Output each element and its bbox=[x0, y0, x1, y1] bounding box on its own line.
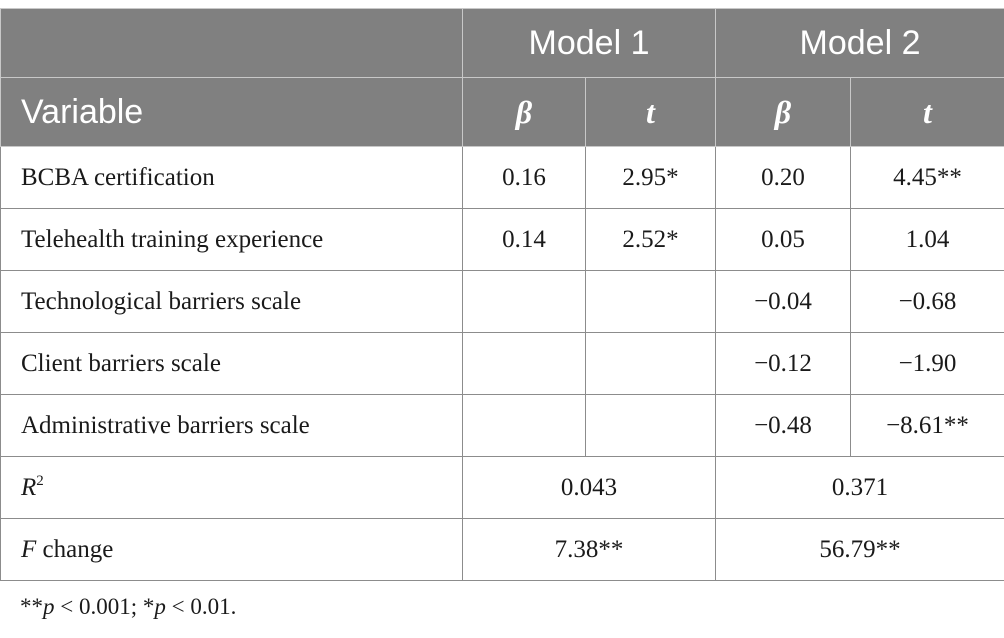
table-footnote: **p < 0.001; *p < 0.01. bbox=[20, 594, 236, 620]
m2-beta-cell: −0.48 bbox=[715, 394, 851, 457]
f-change-text: change bbox=[36, 535, 114, 563]
m2-t-cell: −0.68 bbox=[850, 270, 1004, 333]
r-squared-label: R2 bbox=[0, 456, 463, 519]
m1-beta-cell bbox=[462, 270, 586, 333]
row-label: Client barriers scale bbox=[0, 332, 463, 395]
header-m2-beta: β bbox=[715, 77, 851, 147]
row-label: Technological barriers scale bbox=[0, 270, 463, 333]
table-row: Administrative barriers scale −0.48 −8.6… bbox=[0, 394, 1004, 457]
header-row-models: Model 1 Model 2 bbox=[0, 8, 1004, 78]
m1-t-cell bbox=[585, 332, 716, 395]
header-row-columns: Variable β t β t bbox=[0, 77, 1004, 147]
m2-f-change: 56.79** bbox=[715, 518, 1004, 581]
r-symbol: R bbox=[21, 474, 37, 501]
m1-beta-cell bbox=[462, 332, 586, 395]
row-label: Administrative barriers scale bbox=[0, 394, 463, 457]
m1-beta-cell: 0.16 bbox=[462, 146, 586, 209]
footnote-p1: p bbox=[43, 594, 55, 619]
header-m1-t: t bbox=[585, 77, 716, 147]
footnote-p2: p bbox=[154, 594, 166, 619]
header-m1-beta: β bbox=[462, 77, 586, 147]
m1-t-cell bbox=[585, 394, 716, 457]
footnote-part2: < 0.001; * bbox=[54, 594, 155, 619]
m2-t-cell: 4.45** bbox=[850, 146, 1004, 209]
header-m2-t: t bbox=[850, 77, 1004, 147]
m1-t-cell: 2.95* bbox=[585, 146, 716, 209]
m2-t-cell: 1.04 bbox=[850, 208, 1004, 271]
header-variable: Variable bbox=[0, 77, 463, 147]
header-empty-cell bbox=[0, 8, 463, 78]
m2-t-cell: −1.90 bbox=[850, 332, 1004, 395]
f-change-label: F change bbox=[0, 518, 463, 581]
header-model-1: Model 1 bbox=[462, 8, 716, 78]
table-row: Telehealth training experience 0.14 2.52… bbox=[0, 208, 1004, 271]
m1-r-squared: 0.043 bbox=[462, 456, 716, 519]
m1-beta-cell: 0.14 bbox=[462, 208, 586, 271]
regression-table: Model 1 Model 2 Variable β t β t BCBA ce… bbox=[0, 8, 1004, 581]
header-model-2: Model 2 bbox=[715, 8, 1004, 78]
row-label: Telehealth training experience bbox=[0, 208, 463, 271]
table-row: Technological barriers scale −0.04 −0.68 bbox=[0, 270, 1004, 333]
footnote-part3: < 0.01. bbox=[165, 594, 237, 619]
m1-t-cell: 2.52* bbox=[585, 208, 716, 271]
m2-r-squared: 0.371 bbox=[715, 456, 1004, 519]
m1-t-cell bbox=[585, 270, 716, 333]
m2-beta-cell: −0.04 bbox=[715, 270, 851, 333]
footnote-part1: ** bbox=[20, 594, 43, 619]
row-label: BCBA certification bbox=[0, 146, 463, 209]
m1-f-change: 7.38** bbox=[462, 518, 716, 581]
m2-t-cell: −8.61** bbox=[850, 394, 1004, 457]
f-change-row: F change 7.38** 56.79** bbox=[0, 518, 1004, 581]
m1-beta-cell bbox=[462, 394, 586, 457]
r-superscript: 2 bbox=[36, 473, 44, 489]
m2-beta-cell: 0.20 bbox=[715, 146, 851, 209]
m2-beta-cell: 0.05 bbox=[715, 208, 851, 271]
m2-beta-cell: −0.12 bbox=[715, 332, 851, 395]
f-symbol: F bbox=[21, 535, 37, 563]
table-row: BCBA certification 0.16 2.95* 0.20 4.45*… bbox=[0, 146, 1004, 209]
r-squared-row: R2 0.043 0.371 bbox=[0, 456, 1004, 519]
regression-table-container: Model 1 Model 2 Variable β t β t BCBA ce… bbox=[0, 8, 1004, 581]
table-row: Client barriers scale −0.12 −1.90 bbox=[0, 332, 1004, 395]
